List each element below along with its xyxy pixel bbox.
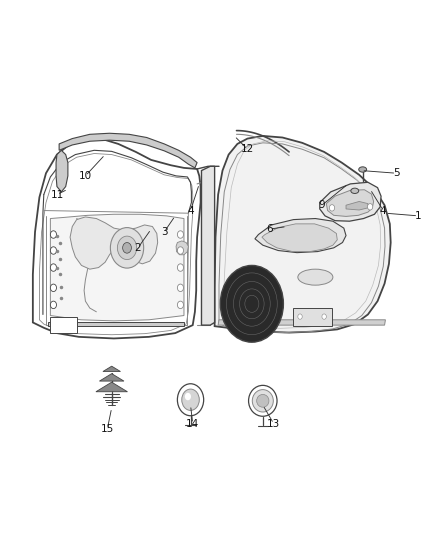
Polygon shape (50, 214, 184, 321)
Polygon shape (33, 139, 201, 338)
Polygon shape (255, 219, 346, 253)
Text: 12: 12 (241, 144, 254, 154)
Circle shape (117, 236, 137, 260)
Polygon shape (218, 320, 385, 325)
Circle shape (50, 301, 57, 309)
Circle shape (182, 389, 199, 410)
Text: 1: 1 (415, 211, 422, 221)
Text: 5: 5 (393, 168, 400, 178)
Polygon shape (201, 166, 215, 325)
Circle shape (110, 228, 144, 268)
Circle shape (50, 247, 57, 254)
Polygon shape (215, 136, 391, 333)
Circle shape (298, 314, 302, 319)
Ellipse shape (298, 269, 333, 285)
Circle shape (50, 264, 57, 271)
Polygon shape (48, 322, 184, 326)
Circle shape (177, 384, 204, 416)
Text: 14: 14 (186, 419, 199, 429)
Text: 9: 9 (318, 200, 325, 210)
Text: 10: 10 (79, 171, 92, 181)
Ellipse shape (351, 188, 359, 193)
Polygon shape (103, 366, 120, 372)
Circle shape (177, 247, 184, 254)
FancyBboxPatch shape (293, 308, 332, 326)
Text: 2: 2 (134, 243, 141, 253)
Circle shape (50, 284, 57, 292)
Circle shape (177, 264, 184, 271)
Circle shape (123, 243, 131, 253)
Text: 11: 11 (50, 190, 64, 199)
Circle shape (185, 393, 191, 400)
Polygon shape (56, 150, 68, 192)
Text: 6: 6 (266, 224, 273, 234)
Text: 4: 4 (187, 206, 194, 215)
Circle shape (367, 204, 373, 210)
Ellipse shape (359, 167, 367, 172)
Polygon shape (99, 374, 124, 381)
Polygon shape (262, 224, 337, 252)
Text: 4: 4 (380, 206, 387, 215)
Polygon shape (326, 190, 374, 216)
Circle shape (177, 284, 184, 292)
Circle shape (177, 231, 184, 238)
Circle shape (322, 314, 326, 319)
Ellipse shape (249, 385, 277, 416)
Circle shape (177, 301, 184, 309)
Ellipse shape (252, 390, 273, 412)
Text: 13: 13 (267, 419, 280, 429)
Polygon shape (176, 241, 188, 255)
Circle shape (50, 231, 57, 238)
Polygon shape (346, 201, 368, 210)
Text: 3: 3 (161, 227, 168, 237)
Polygon shape (320, 182, 381, 221)
Polygon shape (96, 382, 127, 392)
Circle shape (220, 265, 283, 342)
Polygon shape (70, 217, 158, 269)
Ellipse shape (257, 394, 269, 407)
Polygon shape (59, 133, 197, 168)
Circle shape (329, 205, 335, 211)
Text: 15: 15 (101, 424, 114, 434)
FancyBboxPatch shape (50, 317, 77, 333)
